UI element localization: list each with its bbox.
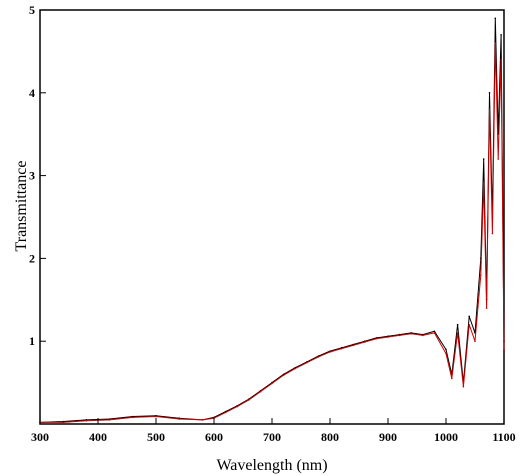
series-layer [39, 17, 505, 424]
data-point [482, 158, 485, 160]
data-point [488, 92, 491, 94]
y-tick-label: 3 [29, 169, 35, 183]
x-tick-label: 500 [147, 430, 165, 444]
x-tick-label: 600 [205, 430, 223, 444]
data-point [468, 323, 471, 326]
data-point [485, 307, 488, 309]
data-point [282, 374, 285, 376]
x-tick-label: 700 [263, 430, 281, 444]
data-point [468, 315, 471, 318]
data-point [364, 341, 366, 343]
data-point [433, 332, 436, 334]
data-point [456, 323, 459, 326]
data-point [352, 344, 355, 347]
x-tick-label: 400 [89, 430, 107, 444]
data-point [155, 415, 157, 418]
y-axis-title: Transmittance [13, 161, 30, 252]
data-point [317, 356, 320, 358]
data-point [178, 418, 180, 420]
y-tick-label: 1 [29, 334, 35, 348]
data-point [456, 332, 459, 334]
data-point [248, 399, 250, 401]
data-point [224, 411, 227, 414]
data-point [387, 336, 389, 338]
x-tick-label: 300 [31, 430, 49, 444]
y-tick-label: 4 [29, 86, 35, 100]
y-tick-label: 5 [29, 3, 35, 17]
data-point [132, 416, 134, 419]
data-point [85, 419, 88, 422]
data-point [375, 337, 378, 340]
data-point [398, 334, 401, 337]
data-point [433, 330, 436, 333]
series-line [40, 42, 505, 423]
data-point [236, 405, 238, 408]
series-line [39, 17, 505, 423]
data-point [259, 390, 262, 393]
data-point [108, 419, 111, 421]
data-point [494, 42, 497, 44]
data-point [62, 421, 64, 424]
data-point [306, 361, 308, 364]
data-point [497, 158, 500, 160]
y-tick-label: 2 [29, 251, 35, 265]
plot-frame [39, 9, 505, 425]
x-tick-label: 1000 [434, 430, 458, 444]
data-point [294, 367, 297, 370]
data-point [488, 108, 491, 111]
data-point [482, 183, 485, 185]
data-point [500, 58, 502, 61]
data-point [410, 332, 413, 335]
data-point [201, 419, 204, 421]
x-tick-label: 1100 [492, 430, 515, 444]
data-point [503, 348, 505, 351]
data-point [451, 377, 453, 380]
data-point [474, 340, 476, 343]
x-axis-ticks: 300 400 500 600 700 800 900 1000 1100 [31, 418, 516, 444]
data-point [480, 274, 482, 276]
data-point [340, 347, 343, 350]
y-axis-ticks: 1 2 3 4 5 [29, 3, 46, 348]
data-point [329, 351, 331, 353]
x-axis-title: Wavelength (nm) [216, 457, 327, 474]
x-tick-label: 800 [321, 430, 339, 444]
data-point [445, 348, 447, 351]
data-series-2 [39, 42, 505, 424]
data-point [500, 34, 502, 36]
data-series-1 [39, 17, 505, 424]
data-point [491, 232, 494, 235]
data-point [445, 352, 447, 355]
x-tick-label: 900 [379, 430, 397, 444]
data-point [462, 385, 465, 388]
data-point [271, 382, 273, 385]
data-point [494, 17, 497, 20]
data-point [422, 334, 424, 337]
